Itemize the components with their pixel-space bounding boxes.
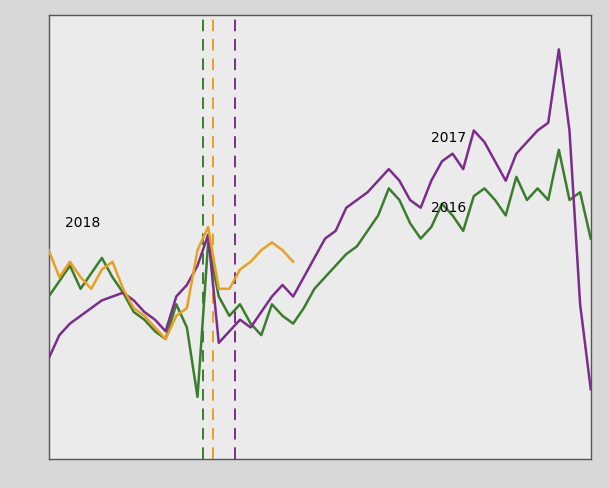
Text: 2016: 2016 xyxy=(431,201,466,215)
Text: 2017: 2017 xyxy=(431,131,466,145)
Text: 2018: 2018 xyxy=(65,216,100,230)
